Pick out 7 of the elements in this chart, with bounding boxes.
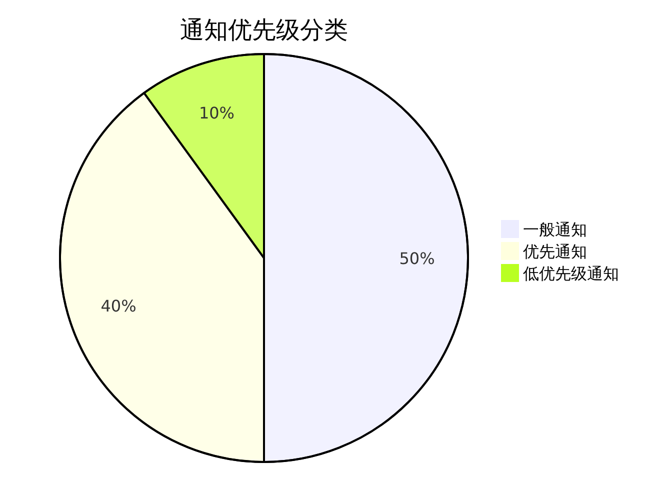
chart-title: 通知优先级分类 (180, 16, 348, 44)
data-label: 50% (399, 249, 435, 268)
data-label: 40% (100, 296, 136, 316)
data-label: 10% (198, 103, 234, 122)
legend-label: 低优先级通知 (523, 264, 619, 283)
legend-label: 优先通知 (523, 242, 587, 261)
legend-label: 一般通知 (523, 220, 587, 239)
